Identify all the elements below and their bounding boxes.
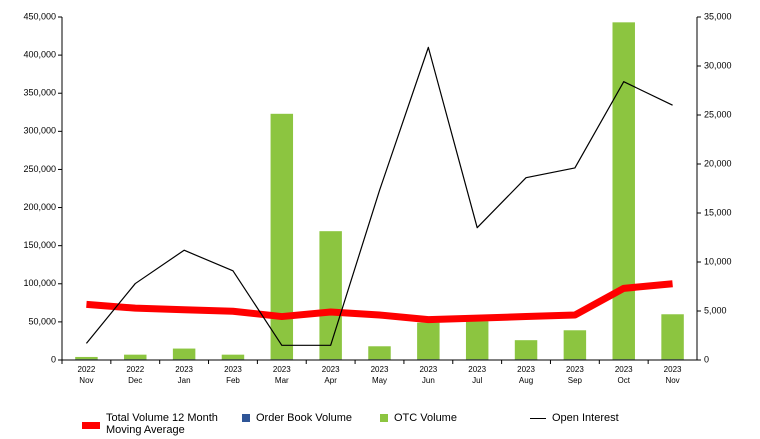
x-tick-label: Oct (618, 376, 631, 385)
y-tick-label: 150,000 (23, 240, 56, 250)
bar (124, 354, 147, 360)
x-tick-label: Jul (472, 376, 482, 385)
x-tick-year: 2023 (566, 365, 584, 374)
x-tick-label: Jun (422, 376, 435, 385)
y2-tick-label: 5,000 (704, 305, 727, 315)
y2-tick-label: 25,000 (704, 109, 732, 119)
bar (465, 321, 489, 360)
y2-tick-label: 10,000 (704, 256, 732, 266)
legend-swatch (530, 418, 546, 419)
x-tick-label: Dec (128, 376, 142, 385)
y-tick-label: 350,000 (23, 88, 56, 98)
x-tick-label: Mar (275, 376, 289, 385)
x-tick-year: 2022 (126, 365, 144, 374)
bar (368, 346, 391, 360)
y-tick-label: 100,000 (23, 278, 56, 288)
x-tick-year: 2023 (371, 365, 389, 374)
y-tick-label: 450,000 (23, 11, 56, 21)
bar (270, 113, 294, 360)
y2-tick-label: 0 (704, 354, 709, 364)
x-tick-year: 2023 (517, 365, 535, 374)
legend: Total Volume 12 Month Moving Average Orde… (82, 412, 742, 438)
x-tick-year: 2023 (273, 365, 291, 374)
bar (514, 340, 538, 360)
bar (221, 354, 245, 360)
legend-label: OTC Volume (394, 412, 457, 424)
line-series (86, 280, 673, 324)
x-tick-label: Aug (519, 376, 533, 385)
y-tick-label: 50,000 (28, 316, 56, 326)
y2-tick-label: 30,000 (704, 60, 732, 70)
y2-tick-label: 35,000 (704, 11, 732, 21)
legend-item: Order Book Volume (242, 412, 352, 424)
x-tick-label: Feb (226, 376, 240, 385)
y-tick-label: 0 (51, 354, 56, 364)
chart: 0 50,000 100,000 150,000 200,000 250,000 300,0… (23, 11, 732, 385)
x-tick-year: 2023 (322, 365, 340, 374)
legend-swatch (380, 414, 388, 422)
y2-tick-label: 15,000 (704, 207, 732, 217)
bar (417, 322, 440, 360)
x-tick-label: Sep (568, 376, 583, 385)
line-series (85, 46, 673, 346)
y-tick-label: 300,000 (23, 126, 56, 136)
y-tick-label: 400,000 (23, 49, 56, 59)
bar (319, 231, 342, 360)
legend-swatch (82, 422, 100, 429)
y-tick-label: 250,000 (23, 164, 56, 174)
y-tick-label: 200,000 (23, 202, 56, 212)
x-tick-year: 2023 (419, 365, 437, 374)
legend-item: Open Interest (530, 412, 619, 424)
x-tick-year: 2023 (468, 365, 486, 374)
legend-label: Order Book Volume (256, 412, 352, 424)
x-tick-label: Jan (178, 376, 191, 385)
legend-label: Open Interest (552, 412, 619, 424)
x-tick-year: 2023 (224, 365, 242, 374)
legend-label: Total Volume 12 Month Moving Average (106, 412, 218, 436)
bar (563, 330, 587, 360)
x-tick-label: Apr (324, 376, 337, 385)
legend-item: Total Volume 12 Month Moving Average (82, 412, 236, 436)
bar (661, 314, 684, 360)
x-tick-year: 2022 (78, 365, 96, 374)
x-tick-year: 2023 (615, 365, 633, 374)
x-tick-label: Nov (665, 376, 679, 385)
legend-item: OTC Volume (380, 412, 457, 424)
y2-tick-label: 20,000 (704, 158, 732, 168)
bar (612, 22, 635, 360)
bar (75, 356, 98, 360)
legend-swatch (242, 414, 250, 422)
bar (172, 348, 196, 360)
x-tick-year: 2023 (664, 365, 682, 374)
x-tick-year: 2023 (175, 365, 193, 374)
x-tick-label: Nov (79, 376, 93, 385)
x-tick-label: May (372, 376, 387, 385)
